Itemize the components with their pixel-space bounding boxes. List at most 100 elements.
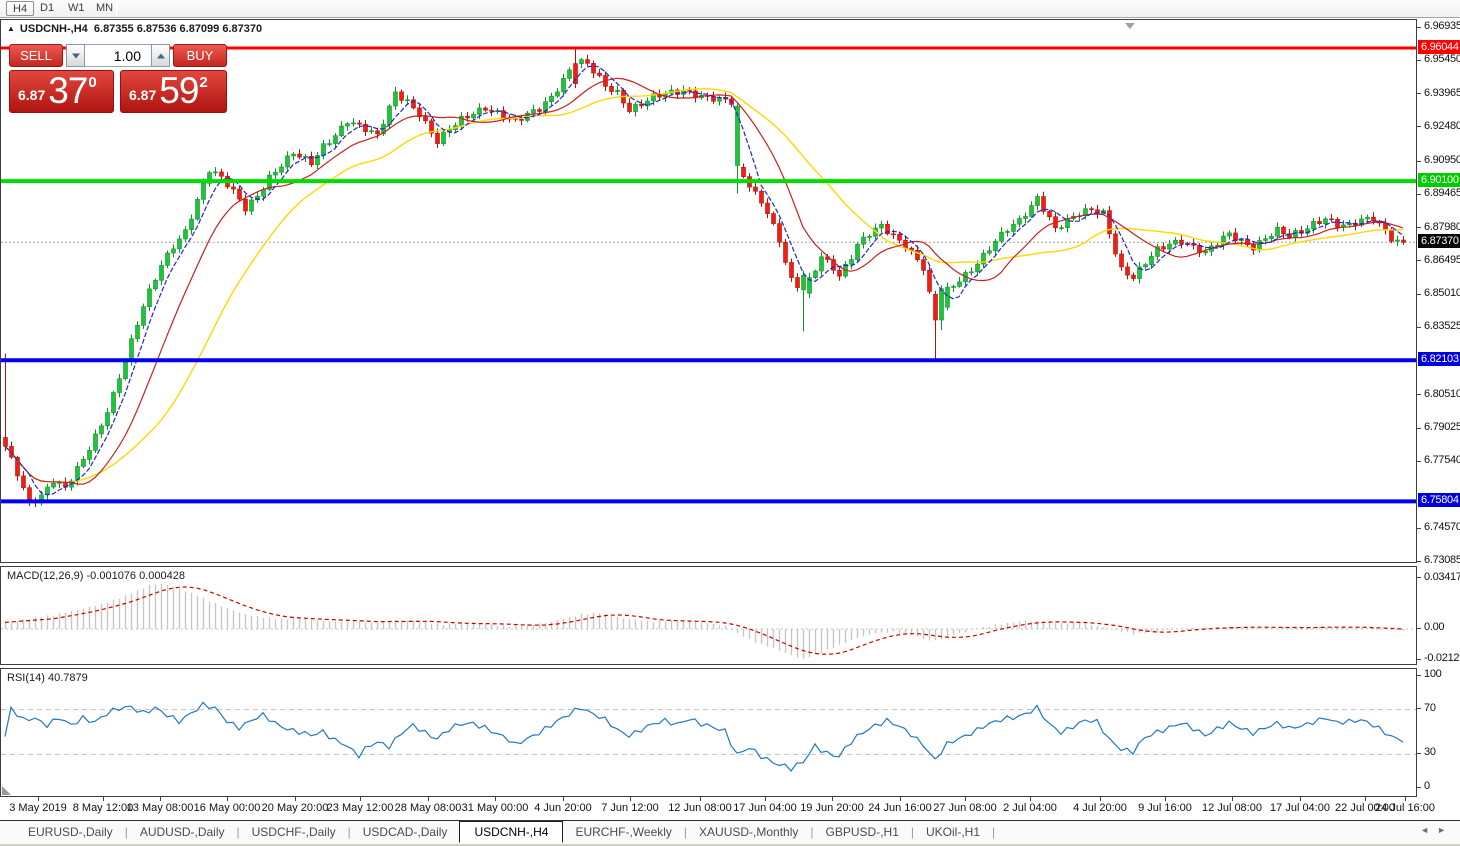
one-click-collapse-icon[interactable]: ▲	[7, 24, 15, 33]
candle-body	[339, 125, 344, 136]
candle-body	[417, 107, 422, 117]
candle-body	[1125, 266, 1130, 276]
chart-tab-usdcnh[interactable]: USDCNH-,H4	[459, 820, 564, 843]
candle-body	[807, 277, 812, 294]
candle-body	[483, 107, 488, 111]
time-label: 19 Jun 20:00	[800, 802, 864, 814]
buy-price-box[interactable]: 6.87 59 2	[120, 70, 227, 113]
candle-body	[153, 280, 158, 290]
candle-body	[777, 223, 782, 243]
buy-price-base: 6.87	[129, 87, 157, 103]
candle-body	[813, 270, 818, 278]
chart-tab-usdchf[interactable]: USDCHF-,Daily	[251, 825, 336, 839]
candle-body	[237, 188, 242, 200]
period-button-d1[interactable]: D1	[40, 2, 55, 14]
price-tick: 6.74570	[1424, 521, 1460, 534]
tab-separator: |	[810, 825, 814, 839]
volume-decrease-button[interactable]	[66, 44, 85, 67]
candle-body	[579, 59, 584, 65]
candle-body	[981, 252, 986, 265]
candle-body	[1371, 216, 1376, 222]
candle-body	[1119, 253, 1124, 268]
window-bottom-edge	[0, 844, 1460, 846]
candle-body	[585, 59, 590, 64]
time-label: 12 Jun 08:00	[668, 802, 732, 814]
candle-body	[351, 122, 356, 125]
price-chart-pane[interactable]: ▲ USDCNH-,H4 6.87355 6.87536 6.87099 6.87…	[0, 19, 1417, 563]
candle-body	[87, 450, 92, 460]
candle-body	[975, 263, 980, 273]
price-tick: 6.92480	[1424, 119, 1460, 132]
candle-body	[1203, 250, 1208, 254]
time-tick	[630, 797, 631, 801]
candle-body	[1323, 218, 1328, 224]
chart-tab-audusd[interactable]: AUDUSD-,Daily	[139, 825, 225, 839]
price-tick-dash	[1417, 160, 1421, 162]
price-tick-dash	[1417, 93, 1421, 95]
candle-body	[861, 236, 866, 245]
candle-body	[933, 293, 938, 321]
sell-button[interactable]: SELL	[9, 44, 63, 67]
time-tick	[295, 797, 296, 801]
candle-body	[1365, 216, 1370, 220]
candle-body	[405, 99, 410, 102]
price-tick-dash	[1417, 227, 1421, 229]
price-axis[interactable]: 6.96935 6.95450 6.93965 6.92480 6.90950 6.894…	[1417, 19, 1460, 798]
time-tick	[1232, 797, 1233, 801]
candle-body	[1317, 221, 1322, 224]
chart-tab-gbpusd[interactable]: GBPUSD-,H1	[825, 825, 899, 839]
time-axis[interactable]: 3 May 2019 8 May 12:00 13 May 08:00 16 May …	[0, 797, 1435, 818]
candle-body	[393, 91, 398, 107]
chart-tab-eurchf[interactable]: EURCHF-,Weekly	[575, 825, 672, 839]
tab-scroll-left-icon[interactable]: ◄	[1420, 825, 1438, 835]
tab-scroll-right-icon[interactable]: ►	[1437, 825, 1454, 835]
macd-indicator-pane[interactable]: MACD(12,26,9) -0.001076 0.000428	[0, 566, 1417, 665]
time-tick	[563, 797, 564, 801]
ma-fast-line	[4, 65, 1404, 496]
time-tick	[765, 797, 766, 801]
candle-body	[849, 259, 854, 265]
time-tick	[1405, 797, 1406, 801]
sell-price-box[interactable]: 6.87 37 0	[9, 70, 114, 113]
candle-body	[969, 271, 974, 274]
candle-body	[303, 155, 308, 158]
candle-body	[1329, 218, 1334, 221]
period-button-h4[interactable]: H4	[6, 1, 35, 16]
period-button-mn[interactable]: MN	[96, 2, 114, 14]
rsi-indicator-pane[interactable]: RSI(14) 40.7879	[0, 668, 1417, 797]
volume-input[interactable]	[85, 44, 151, 67]
tab-separator: |	[347, 825, 351, 839]
candle-body	[129, 338, 134, 362]
candle-body	[15, 456, 20, 477]
chart-shift-marker-icon[interactable]	[1125, 23, 1135, 29]
candle-body	[645, 100, 650, 107]
volume-increase-button[interactable]	[151, 44, 170, 67]
candle-body	[765, 202, 770, 214]
price-tick: 6.93965	[1424, 86, 1460, 99]
one-click-trading-panel: SELL BUY 6.87 37 0 6.87 59 2	[9, 44, 228, 113]
candle-body	[3, 437, 8, 447]
candle-body	[633, 103, 638, 112]
tab-separator: |	[683, 825, 688, 839]
candle-body	[1029, 205, 1034, 217]
period-button-w1[interactable]: W1	[68, 2, 85, 14]
price-label-box: 6.90100	[1418, 173, 1460, 188]
candle-body	[117, 378, 122, 393]
candle-body	[465, 115, 470, 119]
candle-body	[837, 269, 842, 277]
buy-button[interactable]: BUY	[173, 44, 227, 67]
candle-body	[165, 252, 170, 266]
candle-body	[1239, 239, 1244, 241]
time-tick	[495, 797, 496, 801]
sell-price-point: 0	[88, 74, 97, 91]
candle-body	[651, 93, 656, 102]
chart-tab-xauusd[interactable]: XAUUSD-,Monthly	[699, 825, 799, 839]
chart-tab-ukoil[interactable]: UKOil-,H1	[926, 825, 981, 839]
chart-tab-usdcad[interactable]: USDCAD-,Daily	[362, 825, 448, 839]
time-label: 17 Jun 04:00	[733, 802, 797, 814]
chart-tab-eurusd[interactable]: EURUSD-,Daily	[28, 825, 113, 839]
tab-scroll-arrows[interactable]: ◄►	[1420, 825, 1454, 835]
candle-body	[1131, 274, 1136, 279]
candle-body	[429, 120, 434, 134]
candle-body	[273, 171, 278, 176]
